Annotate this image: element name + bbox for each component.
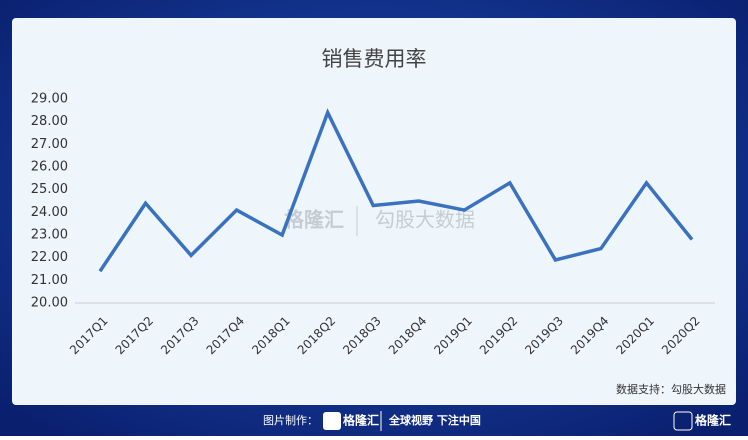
y-tick-label: 28.00 xyxy=(31,114,68,129)
y-tick-label: 20.00 xyxy=(31,296,68,311)
y-tick-label: 24.00 xyxy=(31,205,68,220)
footer-slogan: 全球视野 下注中国 xyxy=(388,413,481,427)
source: 数据支持：勾股大数据 xyxy=(616,382,726,396)
y-tick-label: 23.00 xyxy=(31,228,68,243)
y-tick-label: 29.00 xyxy=(31,92,68,107)
watermark: 格隆汇 xyxy=(284,208,344,232)
watermark: 勾股大数据 xyxy=(375,208,475,232)
y-tick-label: 26.00 xyxy=(31,160,68,175)
chart-title: 销售费用率 xyxy=(322,47,427,71)
y-tick-label: 27.00 xyxy=(31,137,68,152)
footer-brand: 格隆汇 xyxy=(343,413,379,428)
corner-logo-icon xyxy=(673,411,693,431)
footer-text: 图片制作： xyxy=(263,414,318,427)
y-tick-label: 25.00 xyxy=(31,182,68,197)
y-tick-label: 22.00 xyxy=(31,250,68,265)
y-tick-label: 21.00 xyxy=(31,273,68,288)
line xyxy=(98,108,694,273)
panel xyxy=(12,18,736,405)
corner-brand: 格隆汇 xyxy=(695,413,731,428)
logo-icon xyxy=(323,412,341,430)
